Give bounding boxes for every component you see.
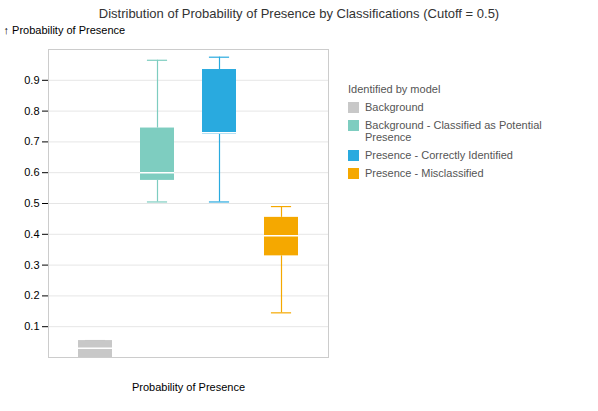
html-text:Background: Background xyxy=(365,101,424,113)
svg-text:0.3: 0.3 xyxy=(24,259,39,271)
svg-text:0.6: 0.6 xyxy=(24,166,39,178)
svg-text:Probability of Presence: Probability of Presence xyxy=(132,381,245,393)
html-text:Distribution of Probability of: Distribution of Probability of Presence … xyxy=(98,6,500,21)
svg-text:0.1: 0.1 xyxy=(24,320,39,332)
svg-text:0.5: 0.5 xyxy=(24,197,39,209)
html-text:Presence - Correctly Identifie: Presence - Correctly Identified xyxy=(365,149,513,161)
html-text:Presence - Misclassified: Presence - Misclassified xyxy=(365,167,484,179)
svg-text:0.8: 0.8 xyxy=(24,105,39,117)
svg-text:0.4: 0.4 xyxy=(24,228,39,240)
html-text:Identified by model: Identified by model xyxy=(348,83,441,95)
svg-text:0.2: 0.2 xyxy=(24,289,39,301)
svg-text:0.9: 0.9 xyxy=(24,74,39,86)
svg-text:0.7: 0.7 xyxy=(24,135,39,147)
svg-text:↑ Probability of Presence: ↑ Probability of Presence xyxy=(4,24,126,36)
html-text:Background - Classified as Pot: Background - Classified as Potential Pre… xyxy=(365,119,542,143)
